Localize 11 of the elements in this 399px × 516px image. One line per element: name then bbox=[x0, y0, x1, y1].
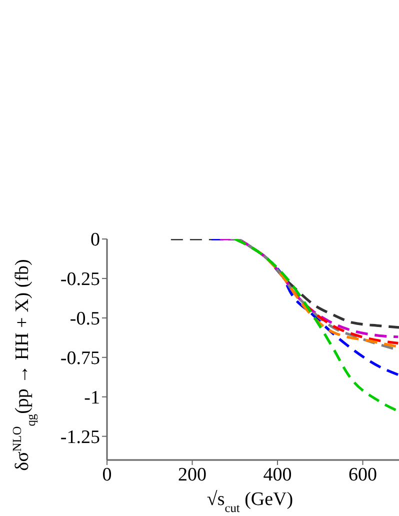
line-series bbox=[234, 239, 399, 412]
y-tick-label: -1.25 bbox=[60, 427, 100, 448]
x-tick-label: 400 bbox=[263, 464, 292, 486]
y-tick-label: -0.25 bbox=[60, 269, 100, 290]
y-tick-label: -0.75 bbox=[60, 348, 100, 370]
y-tick-label: 0 bbox=[90, 230, 100, 251]
x-tick-label: 600 bbox=[348, 464, 378, 486]
x-axis-title: √s$_{cut}$ (GeV) bbox=[206, 489, 294, 515]
x-tick-label: 200 bbox=[178, 464, 207, 486]
y-tick-label: -0.5 bbox=[70, 308, 100, 330]
y-tick-label: -1 bbox=[84, 388, 100, 409]
